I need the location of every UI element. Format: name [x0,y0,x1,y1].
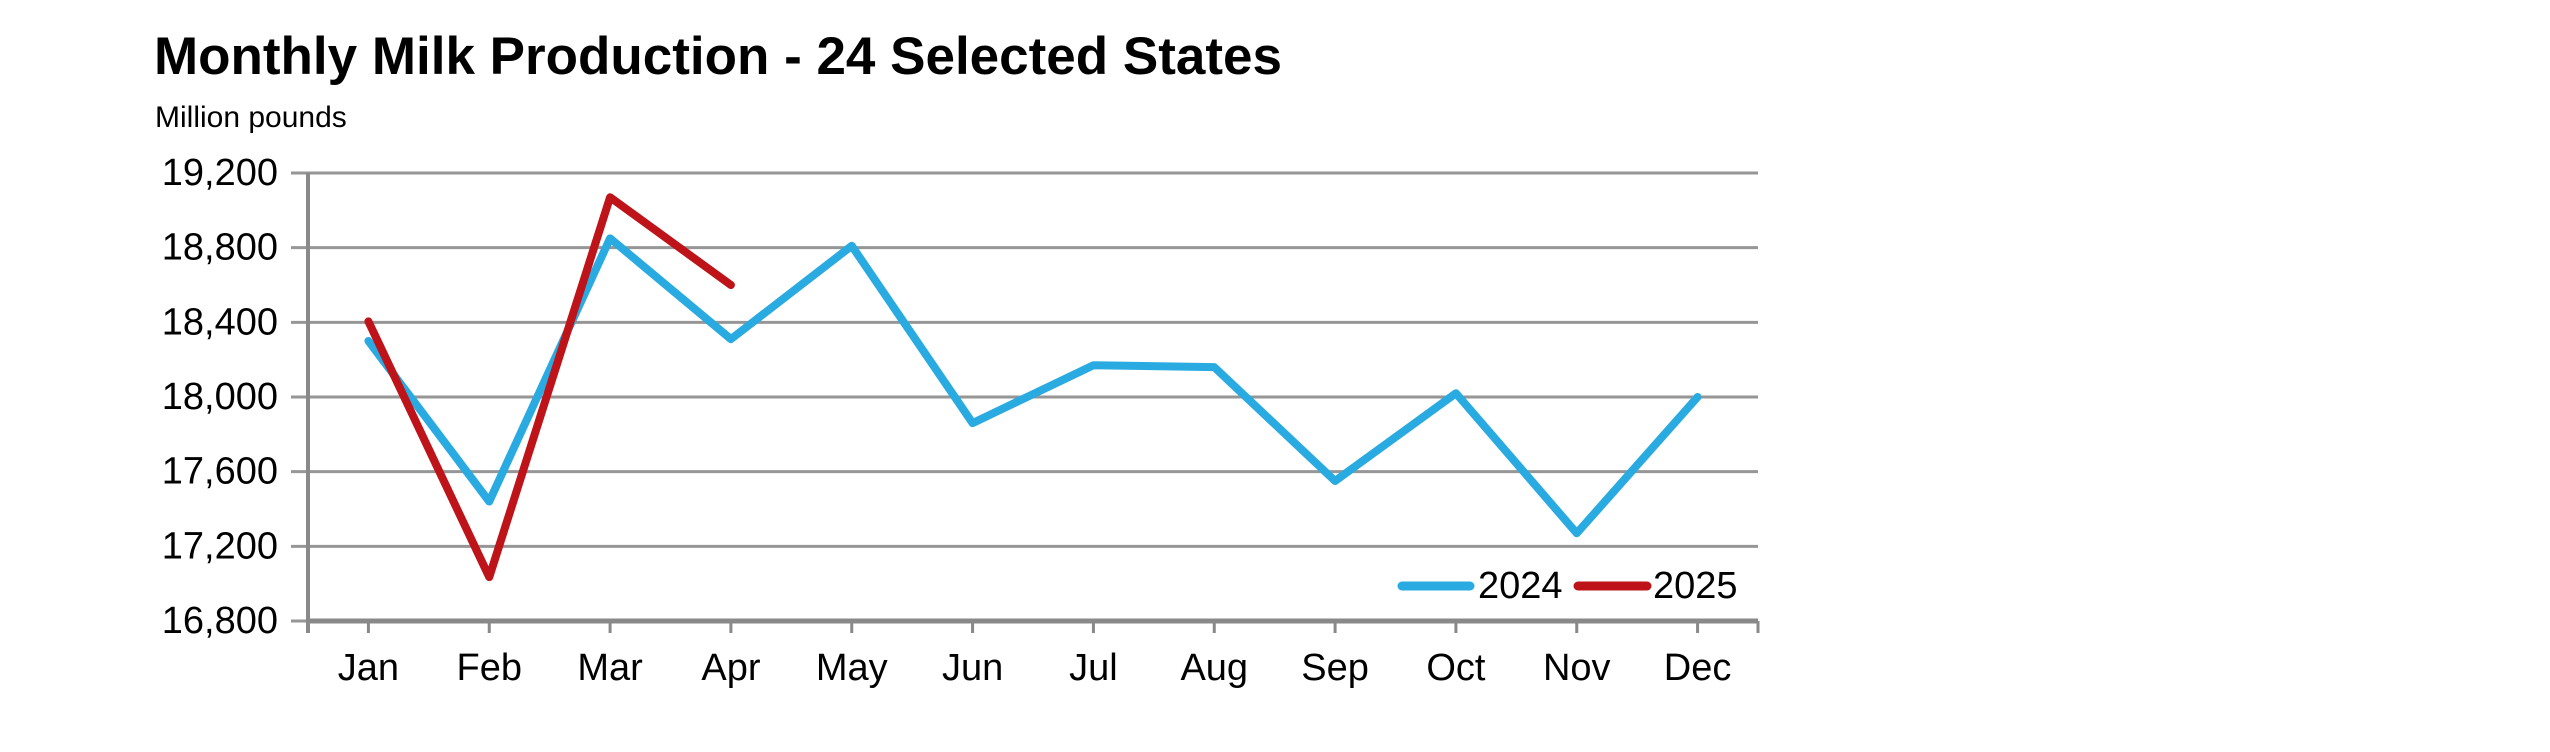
chart-title: Monthly Milk Production - 24 Selected St… [154,27,1282,86]
x-axis-label: Oct [1426,647,1486,689]
x-axis-label: May [816,647,888,689]
series-line-2024 [364,234,1702,538]
x-axis-label: Apr [701,647,760,689]
x-axis-label: Jul [1069,647,1118,689]
y-axis-label: 17,600 [162,451,278,493]
y-axis-label: 16,800 [162,600,278,642]
chart-units-label: Million pounds [155,101,347,134]
y-axis-label: 19,200 [162,152,278,194]
y-axis-label: 18,000 [162,376,278,418]
x-axis-label: Feb [457,647,522,689]
y-axis-label: 17,200 [162,525,278,567]
x-axis-label: Jun [942,647,1003,689]
x-axis-label: Dec [1664,647,1732,689]
x-axis-label: Mar [577,647,643,689]
x-axis-label: Nov [1543,647,1611,689]
y-axis-label: 18,400 [162,301,278,343]
x-axis-label: Aug [1180,647,1248,689]
series-line-2025 [364,193,735,582]
legend-label-2025: 2025 [1653,565,1738,607]
x-axis-label: Sep [1301,647,1369,689]
x-axis-label: Jan [338,647,399,689]
legend-label-2024: 2024 [1478,565,1563,607]
y-axis-label: 18,800 [162,227,278,269]
